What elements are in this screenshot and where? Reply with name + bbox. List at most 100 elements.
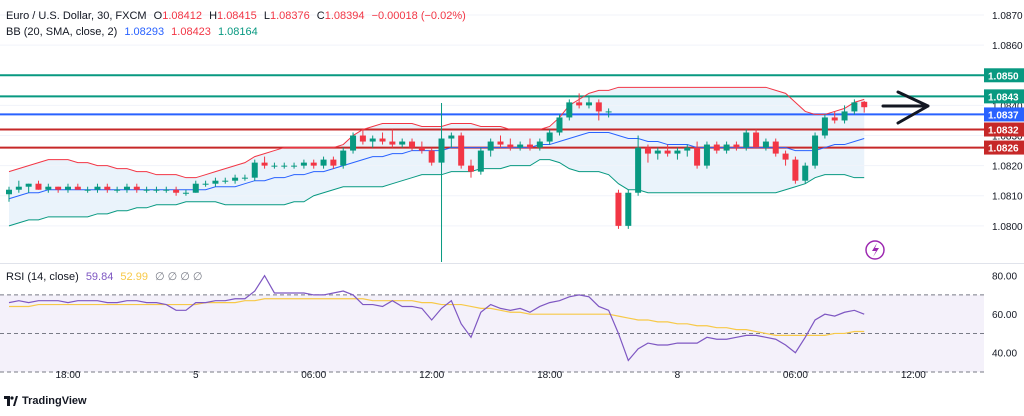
candle-body [831, 117, 838, 121]
rsi-extra-values: ∅ ∅ ∅ ∅ [155, 271, 203, 283]
candle-body [595, 102, 602, 112]
candle-body [6, 189, 12, 195]
time-tick-label: 06:00 [301, 370, 326, 381]
time-tick-label: 18:00 [537, 370, 562, 381]
candle-body [802, 165, 809, 181]
level-label: 1.0850 [988, 71, 1019, 82]
candle-body [713, 144, 720, 151]
candle-body [104, 186, 111, 190]
candle-body [45, 186, 52, 190]
candle-body [153, 189, 160, 191]
close-value: 1.08394 [324, 10, 365, 22]
candle-body [477, 150, 484, 172]
candle-body [428, 150, 435, 163]
candle-body [133, 186, 140, 190]
candle-body [497, 141, 504, 145]
candle-body [369, 138, 376, 142]
candle-body [399, 141, 406, 145]
low-value: 1.08376 [269, 10, 310, 22]
candle-body [772, 141, 779, 154]
candle-body [723, 144, 730, 151]
time-tick-label: 18:00 [55, 370, 80, 381]
candle-body [536, 141, 543, 148]
candle-body [644, 147, 651, 154]
rsi-pane [0, 274, 984, 373]
time-tick-label: 5 [193, 370, 199, 381]
symbol-title[interactable]: Euro / U.S. Dollar, 30, FXCM [6, 10, 147, 22]
candle-body [546, 132, 553, 142]
candle-body [674, 150, 681, 154]
rsi-tick-label: 80.00 [992, 272, 1017, 283]
close-label: C [316, 10, 325, 22]
time-tick-label: 06:00 [783, 370, 808, 381]
rsi-value: 59.84 [85, 271, 114, 283]
candle-body [330, 159, 337, 166]
candle-body [389, 141, 396, 145]
candle-body [251, 162, 258, 178]
candle-body [35, 183, 42, 190]
rsi-tick-label: 60.00 [992, 310, 1017, 321]
price-grid [0, 14, 984, 227]
candle-body [340, 150, 347, 166]
ohlc-legend: Euro / U.S. Dollar, 30, FXCM O1.08412 H1… [6, 10, 470, 22]
candle-body [458, 135, 465, 166]
candle-body [487, 141, 494, 151]
candlesticks [6, 93, 868, 229]
candle-body [654, 150, 661, 154]
flash-icon[interactable] [865, 240, 885, 260]
open-label: O [153, 10, 163, 22]
bb-label[interactable]: BB (20, SMA, close, 2) [6, 26, 118, 38]
candle-body [743, 132, 750, 148]
candle-body [448, 135, 455, 139]
candle-body [271, 165, 278, 167]
candle-body [114, 189, 121, 191]
price-tick-label: 1.0870 [992, 11, 1023, 22]
candle-body [143, 189, 150, 191]
candle-body [182, 192, 189, 194]
rsi-ma-value: 52.99 [120, 271, 148, 283]
candle-body [74, 186, 81, 190]
candle-body [753, 132, 760, 148]
high-label: H [209, 10, 218, 22]
rsi-ma-line [9, 298, 865, 336]
candle-body [517, 144, 524, 148]
candle-body [192, 183, 199, 193]
level-label-bg [984, 89, 1024, 104]
rsi-tick-label: 40.00 [992, 349, 1017, 360]
brand-name: TradingView [22, 395, 87, 407]
arrow-icon [881, 90, 930, 125]
bb-basis-value: 1.08293 [124, 26, 165, 38]
candle-body [15, 186, 22, 190]
candle-body [556, 117, 563, 133]
bb-legend: BB (20, SMA, close, 2) 1.08293 1.08423 1… [6, 26, 262, 38]
rsi-label[interactable]: RSI (14, close) [6, 271, 79, 283]
arrow-annotation [881, 90, 930, 125]
candle-body [615, 192, 622, 226]
bb-upper-value: 1.08423 [171, 26, 211, 38]
candle-body [468, 165, 475, 172]
candle-body [841, 111, 848, 121]
open-value: 1.08412 [162, 10, 202, 22]
change-value: −0.00018 (−0.02%) [371, 10, 466, 22]
candle-body [635, 147, 642, 193]
candle-body [261, 162, 268, 166]
price-tick-label: 1.0860 [992, 41, 1023, 52]
high-value: 1.08415 [217, 10, 257, 22]
candle-body [507, 144, 514, 148]
candle-body [173, 189, 180, 193]
bollinger-band-fill [9, 87, 865, 226]
level-label: 1.0837 [988, 110, 1019, 121]
rsi-axis: 80.00 60.00 40.00 [992, 272, 1017, 360]
candle-body [55, 186, 62, 190]
candle-body [566, 102, 573, 118]
candle-body [212, 180, 219, 184]
candle-body [409, 141, 416, 148]
level-label-bg [984, 122, 1024, 137]
candle-body [585, 102, 592, 106]
price-tick-label: 1.0840 [992, 101, 1023, 112]
brand-logo[interactable]: TradingView [4, 395, 87, 407]
level-label-bg [984, 68, 1024, 83]
price-tick-label: 1.0820 [992, 162, 1023, 173]
candle-body [202, 183, 209, 185]
